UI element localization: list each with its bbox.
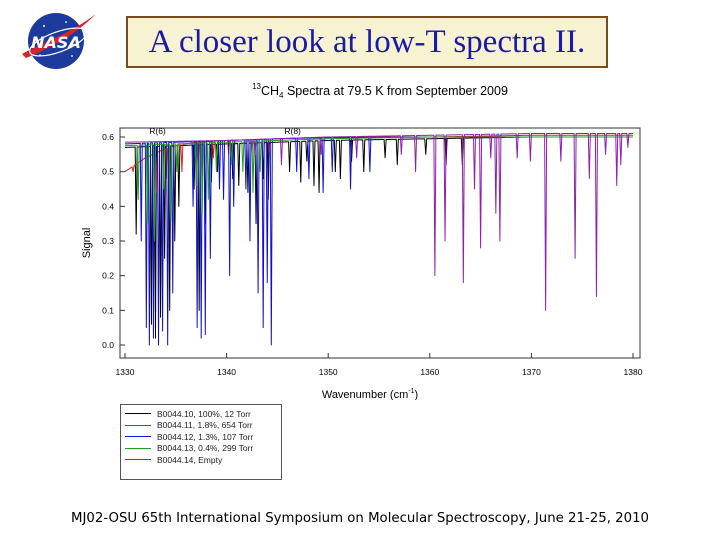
legend-entry-2: B0044.11, 1.8%, 654 Torr: [125, 420, 277, 432]
y-tick-label: 0.2: [102, 271, 114, 281]
chart-title-mass: 13: [252, 82, 261, 91]
x-tick-label: 1330: [116, 367, 135, 377]
legend-entry-3: B0044.12, 1.3%, 107 Torr: [125, 431, 277, 443]
legend-label: B0044.14, Empty: [157, 454, 223, 465]
x-tick-label: 1360: [420, 367, 439, 377]
legend-label: B0044.10, 100%, 12 Torr: [157, 408, 251, 419]
x-axis: 1330 1340 1350 1360 1370 1380: [116, 353, 643, 377]
y-tick-label: 0.1: [102, 305, 114, 315]
series-line-4: [124, 136, 633, 242]
legend-entry-4: B0044.13, 0.4%, 299 Torr: [125, 443, 277, 455]
legend-swatch: [125, 459, 151, 461]
x-axis-label-close: ): [414, 389, 418, 400]
branch-label-2: R(8): [284, 126, 301, 136]
legend-entry-5: B0044.14, Empty: [125, 454, 277, 466]
legend-label: B0044.13, 0.4%, 299 Torr: [157, 443, 254, 454]
y-tick-label: 0.0: [102, 340, 114, 350]
slide-title-box: A closer look at low-T spectra II.: [126, 16, 608, 68]
x-tick-label: 1370: [522, 367, 541, 377]
x-axis-label-text: Wavenumber (cm: [322, 389, 408, 400]
y-tick-label: 0.6: [102, 132, 114, 142]
legend-swatch: [125, 447, 151, 449]
chart-legend: B0044.10, 100%, 12 Torr B0044.11, 1.8%, 6…: [120, 404, 282, 480]
legend-label: B0044.12, 1.3%, 107 Torr: [157, 431, 254, 442]
branch-label-1: R(6): [149, 126, 166, 136]
y-tick-label: 0.5: [102, 167, 114, 177]
chart-title: 13CH4 Spectra at 79.5 K from September 2…: [120, 82, 640, 100]
legend-swatch: [125, 413, 151, 415]
nasa-logo: NASA: [22, 13, 96, 69]
x-tick-label: 1380: [624, 367, 643, 377]
x-axis-label-exp: -1: [408, 388, 414, 395]
chart-title-rest: Spectra at 79.5 K from September 2009: [283, 84, 508, 98]
slide-title: A closer look at low-T spectra II.: [148, 23, 586, 60]
x-axis-label: Wavenumber (cm-1): [322, 388, 418, 400]
plot-frame: [119, 127, 641, 359]
series-layer: [124, 133, 633, 346]
legend-label: B0044.11, 1.8%, 654 Torr: [157, 420, 253, 431]
legend-swatch: [125, 424, 151, 426]
annotation-layer: R(6) R(8): [149, 126, 301, 136]
nasa-logo-swoosh: [22, 14, 96, 58]
nasa-logo-text: NASA: [31, 33, 81, 52]
spectrum-chart: 0.00.10.20.30.40.50.6 1330 1340 1350 1360 13…: [81, 126, 643, 400]
y-axis-label: Signal: [81, 228, 93, 259]
chart-title-molecule: CH: [260, 84, 280, 98]
x-tick-label: 1350: [319, 367, 338, 377]
slide-footer: MJ02-OSU 65th International Symposium on…: [71, 511, 649, 526]
x-tick-label: 1340: [217, 367, 236, 377]
chart-title-subscript: 4: [279, 91, 284, 100]
series-line-5: [124, 133, 633, 311]
y-axis: 0.0 0.1 0.2 0.3 0.4 0.5 0.6: [102, 132, 125, 350]
legend-entry-1: B0044.10, 100%, 12 Torr: [125, 408, 277, 420]
y-tick-label: 0.3: [102, 236, 114, 246]
y-tick-label: 0.4: [102, 201, 114, 211]
legend-swatch: [125, 436, 151, 438]
